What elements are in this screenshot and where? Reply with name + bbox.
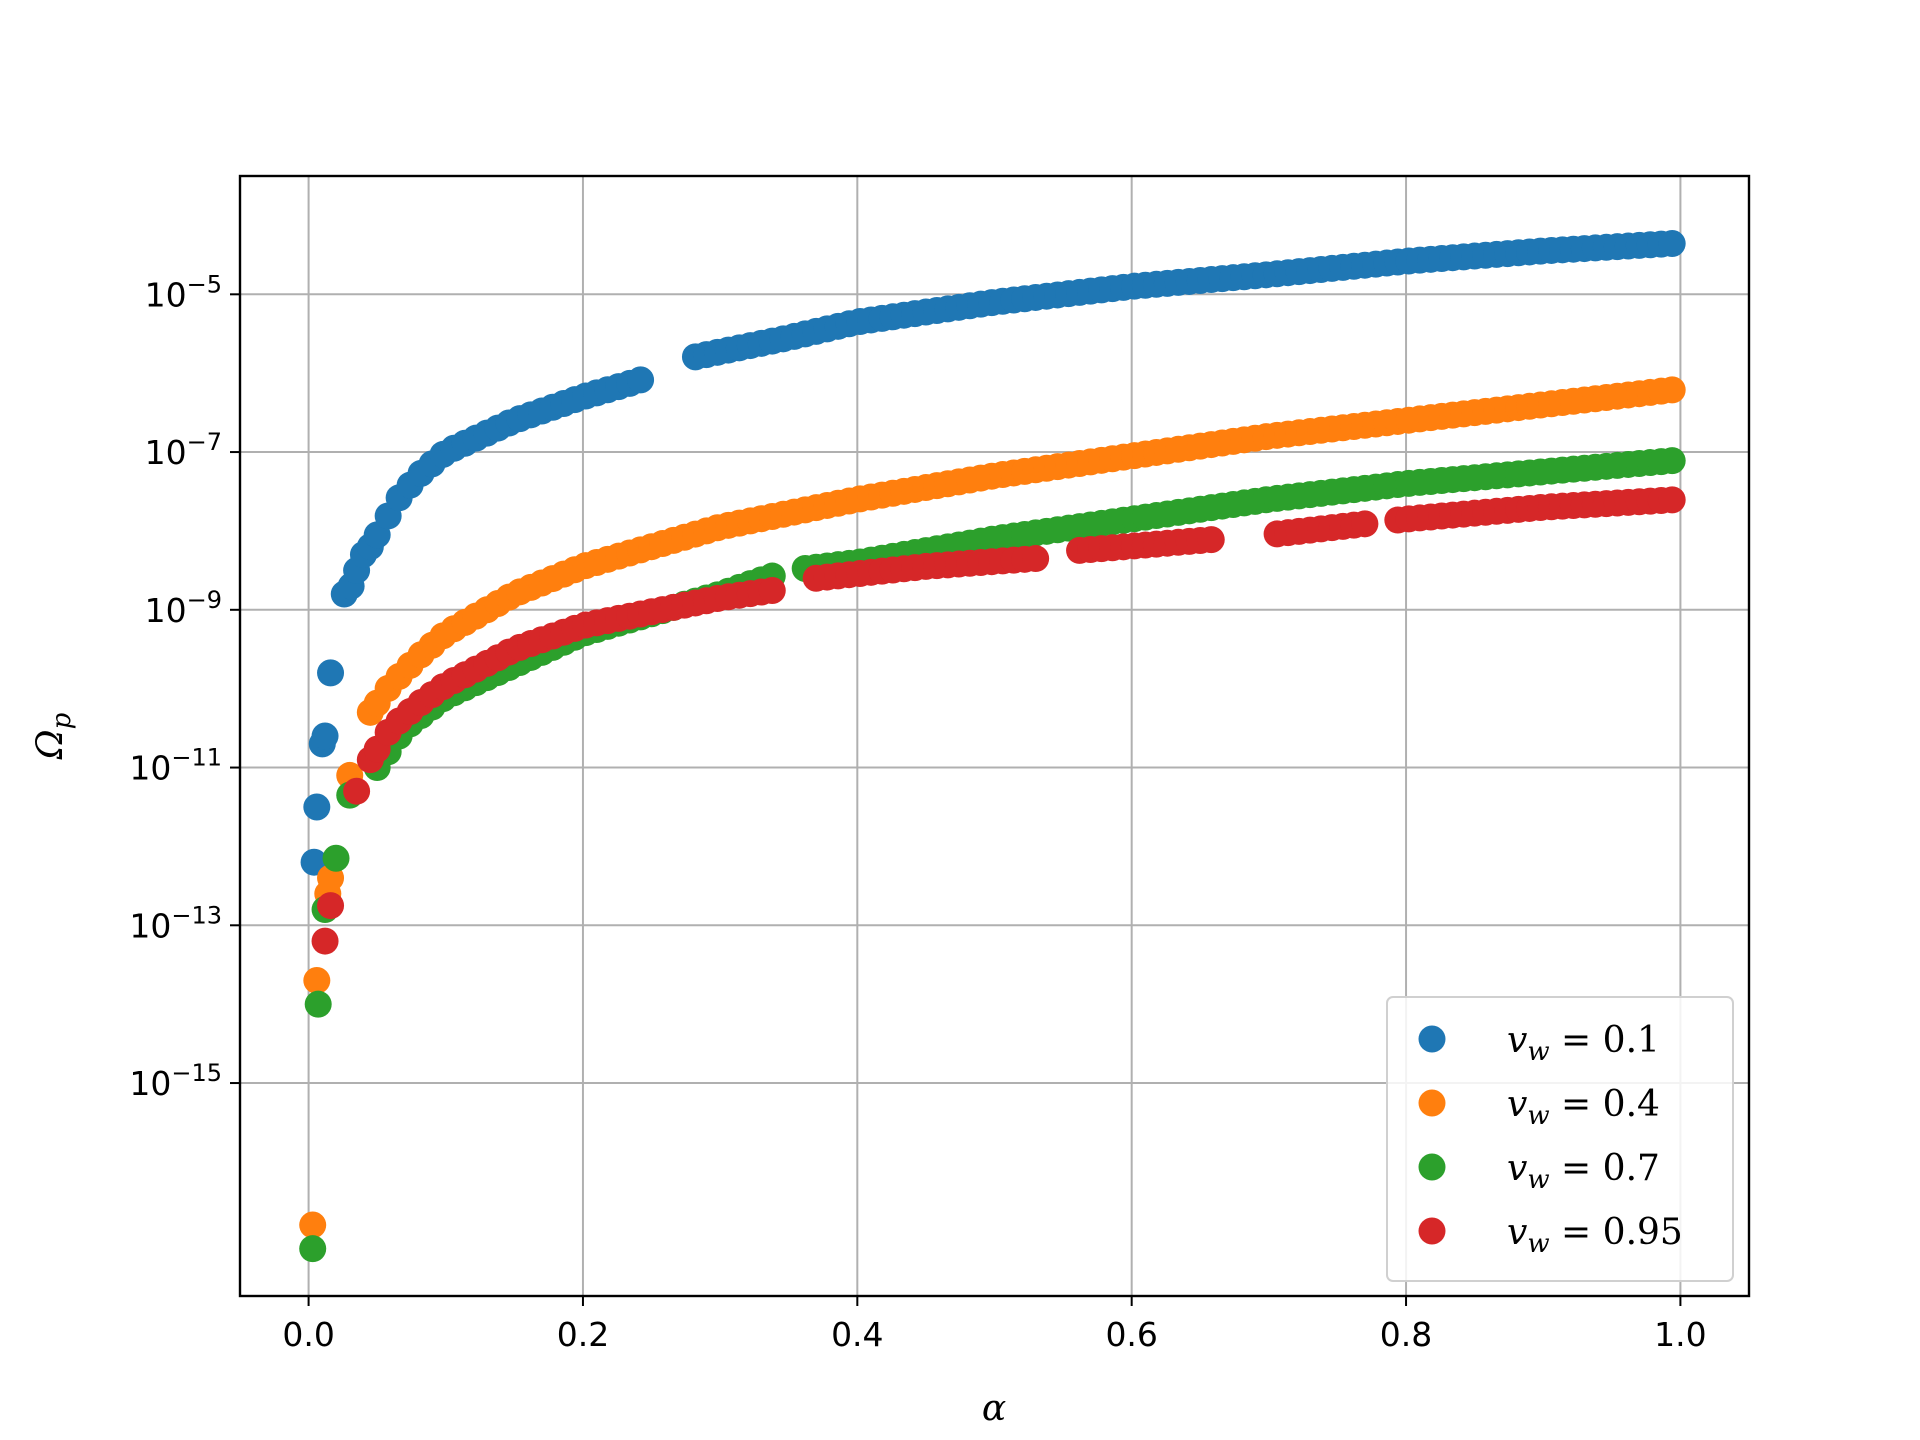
data-point (303, 793, 331, 821)
data-point (322, 844, 350, 872)
y-tick-label: 10−9 (145, 586, 222, 630)
data-point (311, 927, 339, 955)
data-point (317, 892, 345, 920)
data-point (1658, 486, 1686, 514)
x-axis-label: α (982, 1388, 1006, 1429)
y-tick-label: 10−15 (129, 1059, 222, 1103)
y-tick-label: 10−7 (145, 428, 222, 472)
x-tick-label: 0.2 (557, 1315, 609, 1354)
legend-label: vw = 0.7 (1507, 1148, 1660, 1195)
x-tick-label: 0.6 (1105, 1315, 1157, 1354)
legend-box (1386, 996, 1734, 1282)
x-tick-label: 0.8 (1380, 1315, 1432, 1354)
x-tick-label: 0.0 (282, 1315, 334, 1354)
x-tick-label: 0.4 (831, 1315, 883, 1354)
x-tick-label: 1.0 (1654, 1315, 1706, 1354)
legend-label: vw = 0.1 (1507, 1020, 1660, 1067)
data-point (627, 366, 655, 394)
data-point (317, 659, 345, 687)
data-point (303, 967, 331, 995)
series-0 (300, 230, 1686, 876)
grid-lines (240, 176, 1749, 1296)
legend-marker (1418, 1089, 1446, 1117)
data-point (343, 777, 371, 805)
y-tick-label: 10−11 (129, 744, 222, 788)
series-1 (299, 376, 1686, 1239)
legend: vw = 0.1 vw = 0.4 vw = 0.7 vw = 0.95 (1386, 996, 1734, 1282)
legend-marker (1418, 1153, 1446, 1181)
data-point (299, 1211, 327, 1239)
legend-marker (1418, 1025, 1446, 1053)
axes-frame (238, 174, 1751, 1298)
y-tick-label: 10−5 (145, 270, 222, 314)
y-tick-label: 10−13 (129, 901, 222, 945)
data-point (299, 1235, 327, 1263)
legend-marker (1418, 1217, 1446, 1245)
y-axis-label: Ωp (30, 712, 77, 760)
data-point (1658, 447, 1686, 475)
series-3 (311, 486, 1686, 955)
data-point (304, 990, 332, 1018)
data-point (1022, 545, 1050, 573)
data-points (299, 230, 1686, 1263)
data-point (1197, 526, 1225, 554)
data-point (311, 722, 339, 750)
data-point (1351, 510, 1379, 538)
legend-label: vw = 0.95 (1507, 1212, 1683, 1259)
axis-ticks: 0.0 0.2 0.4 0.6 0.8 1.0 10−15 10−13 10−11 10−9 10−… (129, 270, 1706, 1354)
data-point (1658, 230, 1686, 258)
legend-label: vw = 0.4 (1507, 1084, 1660, 1131)
data-point (1658, 376, 1686, 404)
data-point (758, 576, 786, 604)
